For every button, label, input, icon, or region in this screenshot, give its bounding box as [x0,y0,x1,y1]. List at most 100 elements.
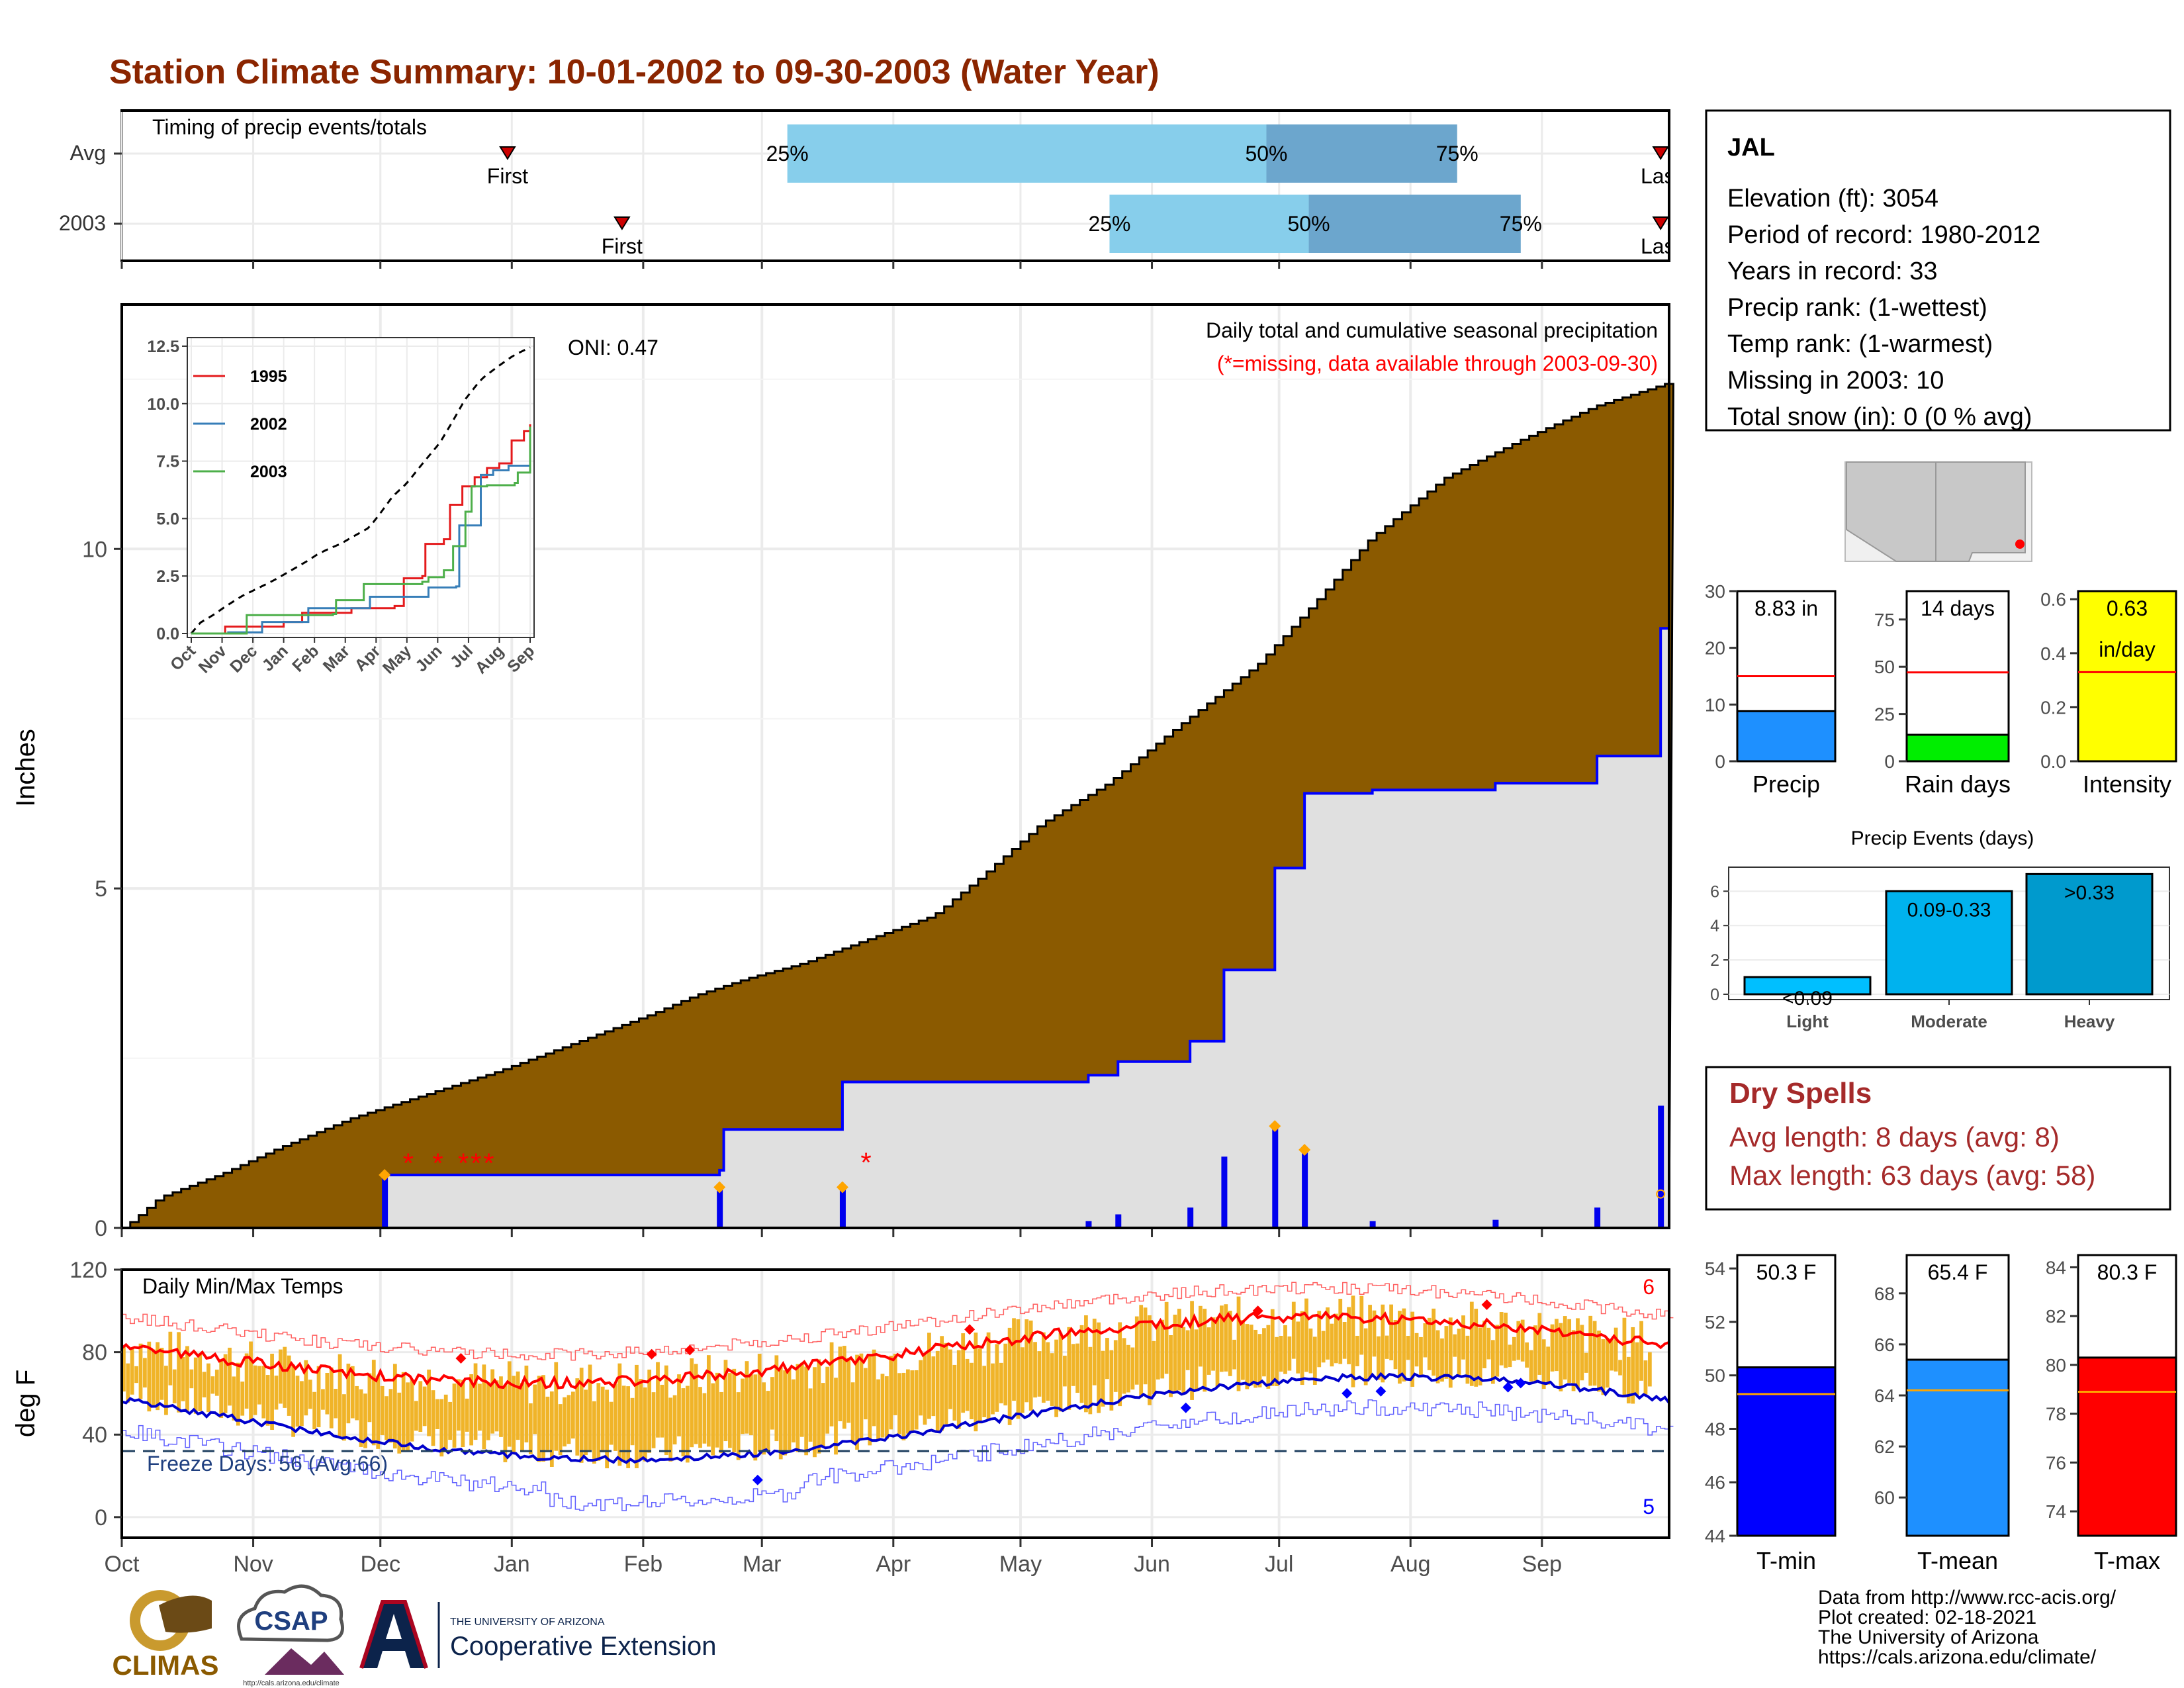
summary-bar-category-label: Precip [1752,771,1820,798]
daily-temp-bar [1130,1347,1135,1390]
avg-max-temp-line [120,1310,1670,1390]
last-event-marker [1652,216,1669,230]
daily-temp-bar [1308,1328,1313,1374]
daily-temp-bar [1486,1327,1491,1360]
footer-credits: Data from http://www.rcc-acis.org/ Plot … [1818,1587,2116,1668]
daily-temp-bar [1126,1344,1130,1393]
daily-temp-bar [1626,1356,1631,1404]
inset-avg-cumulative-line [190,346,531,634]
daily-temp-bar [469,1374,474,1446]
daily-temp-bar [1499,1312,1504,1366]
daily-temp-bar [1203,1309,1207,1392]
daily-temp-bar [783,1370,788,1456]
daily-temp-bar [210,1376,215,1394]
month-tick-label: Dec [360,1552,400,1577]
daily-precip-bar [1658,1105,1664,1228]
temp-summary-y-tick-label: 64 [1874,1385,1895,1406]
summary-y-tick-label: 75 [1874,610,1895,630]
daily-temp-bar [838,1346,842,1422]
ua-a-logo-outline [359,1600,428,1669]
daily-temp-bar [834,1378,838,1455]
record-high-marker [455,1352,467,1364]
daily-temp-bar [677,1374,681,1436]
daily-temp-bar [1414,1333,1419,1367]
record-high-marker [1252,1305,1263,1317]
first-event-label: First [602,234,643,258]
daily-temp-bar [232,1376,236,1421]
daily-temp-bar [766,1391,770,1451]
daily-temp-bar [1402,1308,1406,1382]
daily-temp-bar [681,1388,686,1457]
daily-temp-bar [1075,1343,1079,1393]
daily-temp-bar [1457,1329,1461,1375]
daily-temp-bar [1478,1327,1482,1385]
daily-temp-bar [312,1391,317,1430]
daily-temp-bar [935,1350,940,1432]
daily-temp-bar [482,1364,486,1450]
daily-temp-bar [334,1389,338,1419]
daily-temp-bar [130,1349,134,1395]
daily-temp-bar [1605,1337,1610,1388]
daily-temp-bar [906,1369,910,1434]
daily-temp-bar [630,1397,635,1446]
inset-legend-label-2003: 2003 [250,463,287,481]
daily-temp-bar [664,1365,668,1456]
daily-temp-bar [829,1342,834,1427]
daily-temp-bar [1432,1308,1436,1376]
footer-plot-created: Plot created: 02-18-2021 [1818,1607,2036,1628]
daily-temp-bar [727,1373,732,1448]
daily-temp-bar [435,1399,439,1429]
temp-summary-y-tick-label: 52 [1705,1312,1725,1333]
daily-temp-bar [584,1389,588,1456]
daily-temp-bar [868,1354,872,1446]
freeze-days-label: Freeze Days: 56 (Avg:66) [147,1452,388,1476]
daily-temp-bar [439,1399,444,1457]
daily-temp-bar [1541,1339,1546,1389]
daily-temp-bar [1576,1318,1580,1388]
daily-temp-bar [956,1350,961,1429]
record-low-marker [1180,1402,1191,1413]
daily-temp-bar [1317,1311,1322,1368]
temp-summary-y-tick-label: 76 [2046,1452,2066,1473]
precip-event-marker [1269,1120,1281,1133]
daily-temp-bar [626,1386,631,1468]
daily-temp-bar [846,1358,851,1423]
daily-temp-bar [685,1385,690,1463]
daily-temp-bar [461,1380,465,1448]
missing-data-marker: * [432,1148,443,1179]
daily-temp-bar [974,1333,978,1432]
summary-bar-charts: 8.83 in Precip 0 10 20 30 14 days Rain days 0 25 5… [1705,581,2177,798]
daily-temp-bar [385,1396,388,1440]
daily-temp-bar [1007,1327,1012,1425]
month-tick-label: Apr [876,1552,911,1577]
temp-summary-y-tick-label: 74 [2046,1501,2066,1522]
daily-temp-bar [647,1370,652,1453]
daily-temp-bar [1304,1298,1308,1372]
precip-event-marker [836,1181,848,1194]
daily-temp-bar [1614,1327,1618,1372]
temp-panel-title: Daily Min/Max Temps [142,1274,343,1298]
daily-temp-bar [1181,1327,1186,1393]
timing-percent-label: 50% [1288,212,1330,236]
daily-temp-bar [1469,1301,1474,1386]
precip-panel-border [120,303,1670,1229]
precip-events-title: Precip Events (days) [1851,827,2034,849]
summary-y-tick-label: 0.2 [2040,697,2066,718]
month-tick-label: Jun [1134,1552,1170,1577]
daily-temp-bar [914,1370,919,1430]
temp-y-axis-label: deg F [11,1370,40,1437]
daily-temp-bar [1020,1347,1024,1413]
daily-temp-bar [672,1395,677,1445]
daily-temp-bar [1283,1325,1287,1374]
daily-temp-bar [198,1353,203,1411]
daily-temp-bar [1245,1324,1250,1389]
daily-temp-bar [350,1366,355,1419]
daily-temp-bar [706,1355,711,1447]
daily-temp-bar [274,1376,279,1410]
daily-temp-bar [1071,1344,1075,1386]
daily-temp-bar [825,1366,830,1434]
daily-temp-bar [1122,1338,1126,1394]
daily-temp-bar [321,1389,325,1410]
record-high-marker [964,1324,976,1335]
month-tick-label: Aug [1390,1552,1431,1577]
